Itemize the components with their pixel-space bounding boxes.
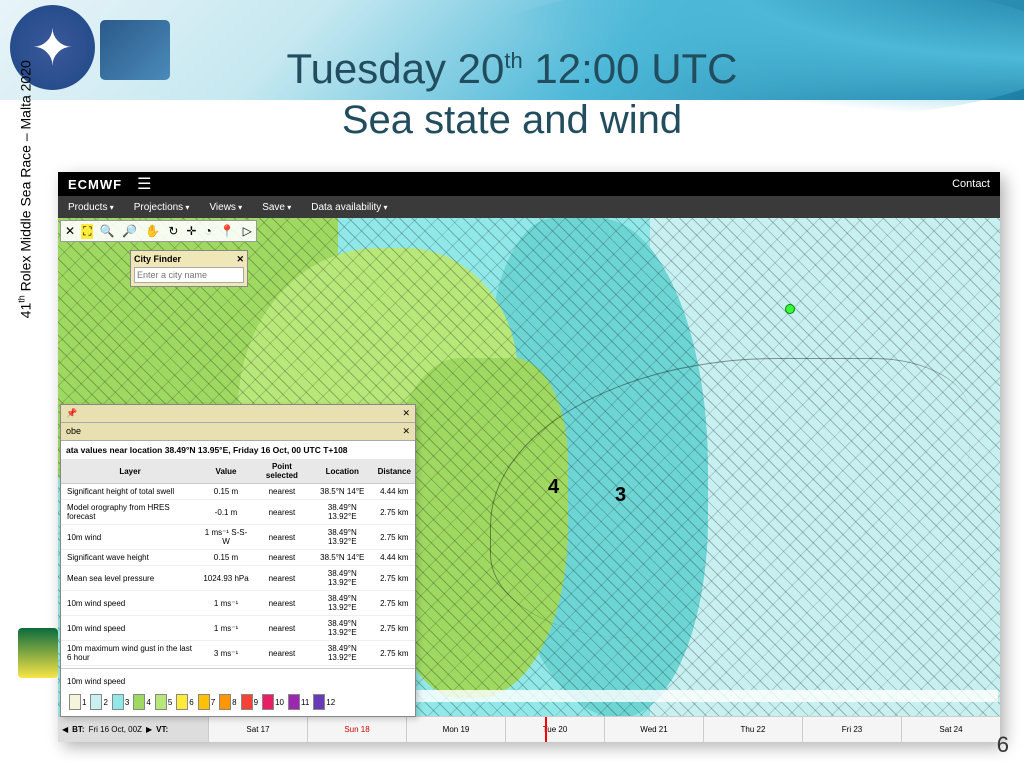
timeline-day[interactable]: Tue 20 xyxy=(505,717,604,742)
probe-close-icon[interactable]: ✕ xyxy=(402,408,410,419)
title-sup: th xyxy=(504,48,522,73)
overlay-label-4: 4 xyxy=(548,476,559,499)
timeline-day[interactable]: Sun 18 xyxy=(307,717,406,742)
page-number: 6 xyxy=(997,732,1009,758)
close-icon[interactable]: ✕ xyxy=(63,224,77,238)
timeline-day[interactable]: Fri 23 xyxy=(802,717,901,742)
hamburger-icon[interactable]: ☰ xyxy=(137,174,151,194)
rotate-icon[interactable]: ↻ xyxy=(166,224,180,238)
zoom-in-icon[interactable]: 🔍 xyxy=(97,224,116,238)
legend-swatch: 2 xyxy=(90,694,107,710)
probe-caption: ata values near location 38.49°N 13.95°E… xyxy=(61,441,415,459)
pan-icon[interactable]: ✋ xyxy=(143,224,162,238)
city-finder-panel: City Finder ✕ xyxy=(130,250,248,287)
menu-projections[interactable]: Projections xyxy=(134,202,190,213)
title-suffix: 12:00 UTC xyxy=(523,45,738,92)
bt-label: BT: xyxy=(72,725,84,734)
table-header: Distance xyxy=(374,459,415,484)
ecmwf-logo-text[interactable]: ECMWF xyxy=(68,177,122,192)
timeline-day[interactable]: Sat 17 xyxy=(208,717,307,742)
pin-icon[interactable]: 📍 xyxy=(218,224,237,238)
ecmwf-app-window: ECMWF ☰ Contact Products Projections Vie… xyxy=(58,172,1000,742)
timeline-day[interactable]: Mon 19 xyxy=(406,717,505,742)
play-icon[interactable]: ▷ xyxy=(241,224,254,238)
zoom-out-icon[interactable]: 🔎 xyxy=(120,224,139,238)
timeline-prev-icon[interactable]: ◀ xyxy=(62,725,68,734)
city-finder-input[interactable] xyxy=(134,267,244,283)
legend-label: 10m wind speed xyxy=(67,677,409,686)
probe-data-table: LayerValuePoint selectedLocationDistance… xyxy=(61,459,415,666)
slide-title: Tuesday 20th 12:00 UTC xyxy=(0,45,1024,93)
table-row[interactable]: Mean sea level pressure1024.93 hPaneares… xyxy=(61,566,415,591)
timeline-day[interactable]: Thu 22 xyxy=(703,717,802,742)
menubar: Products Projections Views Save Data ava… xyxy=(58,196,1000,218)
app-titlebar: ECMWF ☰ Contact xyxy=(58,172,1000,196)
crosshair-icon[interactable]: ✛ xyxy=(184,224,198,238)
menu-save[interactable]: Save xyxy=(262,202,291,213)
menu-data[interactable]: Data availability xyxy=(311,202,387,213)
table-row[interactable]: Significant height of total swell0.15 mn… xyxy=(61,484,415,500)
table-header: Location xyxy=(311,459,374,484)
legend-swatch: 10 xyxy=(262,694,284,710)
legend-swatch: 5 xyxy=(155,694,172,710)
menu-products[interactable]: Products xyxy=(68,202,114,213)
race-logo xyxy=(18,628,58,678)
table-header: Point selected xyxy=(253,459,311,484)
timeline-next-icon[interactable]: ▶ xyxy=(146,725,152,734)
probe-tab[interactable]: obe xyxy=(66,426,81,437)
legend-swatch: 12 xyxy=(313,694,335,710)
city-finder-title: City Finder xyxy=(134,254,181,265)
timeline-day[interactable]: Wed 21 xyxy=(604,717,703,742)
table-row[interactable]: Significant wave height0.15 mnearest38.5… xyxy=(61,550,415,566)
timeline-day[interactable]: Sat 24 xyxy=(901,717,1000,742)
wind-legend: 10m wind speed 123456789101112 xyxy=(61,668,415,716)
title-prefix: Tuesday 20 xyxy=(286,45,504,92)
table-header: Value xyxy=(199,459,253,484)
fullscreen-icon[interactable]: ⛶ xyxy=(81,224,93,239)
table-row[interactable]: 10m wind speed1 ms⁻¹nearest38.49°N 13.92… xyxy=(61,616,415,641)
menu-views[interactable]: Views xyxy=(209,202,242,213)
legend-swatch: 11 xyxy=(288,694,309,710)
legend-swatch: 8 xyxy=(219,694,236,710)
legend-swatch: 6 xyxy=(176,694,193,710)
overlay-label-3: 3 xyxy=(615,484,626,507)
timeline-bar: ◀ BT: Fri 16 Oct, 00Z ▶ VT: Sat 17Sun 18… xyxy=(58,716,1000,742)
time-icon[interactable]: ◔ xyxy=(202,224,213,238)
legend-swatch: 9 xyxy=(241,694,258,710)
table-header: Layer xyxy=(61,459,199,484)
vt-label: VT: xyxy=(156,725,168,734)
table-row[interactable]: 10m wind1 ms⁻¹ S-S-Wnearest38.49°N 13.92… xyxy=(61,525,415,550)
slide-subtitle: Sea state and wind xyxy=(0,98,1024,143)
legend-swatch: 7 xyxy=(198,694,215,710)
probe-tab-close-icon[interactable]: ✕ xyxy=(402,426,410,437)
contact-link[interactable]: Contact xyxy=(952,178,990,190)
legend-swatch: 1 xyxy=(69,694,86,710)
location-marker[interactable] xyxy=(785,304,795,314)
legend-swatch: 4 xyxy=(133,694,150,710)
table-row[interactable]: 10m wind speed1 ms⁻¹nearest38.49°N 13.92… xyxy=(61,591,415,616)
legend-swatch: 3 xyxy=(112,694,129,710)
probe-panel: 📌 ✕ obe ✕ ata values near location 38.49… xyxy=(60,404,416,717)
sidebar-caption: 41th Rolex Middle Sea Race – Malta 2020 xyxy=(17,60,34,318)
table-row[interactable]: 10m maximum wind gust in the last 6 hour… xyxy=(61,641,415,666)
bt-value: Fri 16 Oct, 00Z xyxy=(89,725,142,734)
table-row[interactable]: Model orography from HRES forecast-0.1 m… xyxy=(61,500,415,525)
map-toolbar: ✕ ⛶ 🔍 🔎 ✋ ↻ ✛ ◔ 📍 ▷ xyxy=(60,220,257,242)
probe-pin-icon[interactable]: 📌 xyxy=(66,408,77,419)
city-finder-close-icon[interactable]: ✕ xyxy=(236,254,244,265)
